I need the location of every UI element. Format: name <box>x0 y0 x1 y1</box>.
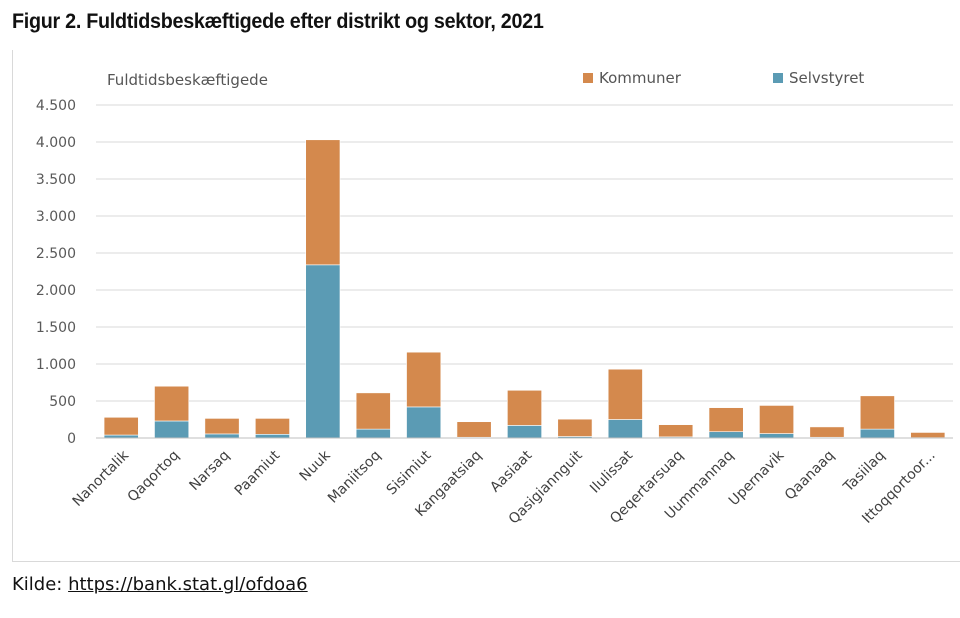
bar-kommuner <box>406 351 442 408</box>
legend-label-selvstyret: Selvstyret <box>789 69 864 87</box>
x-tick-label: Tasiilaq <box>840 448 888 496</box>
bar-kommuner <box>255 418 290 435</box>
bar-selvstyret <box>305 264 341 439</box>
legend-swatch-selvstyret <box>773 73 783 83</box>
y-tick-label: 3.500 <box>36 172 76 188</box>
bar-selvstyret <box>355 428 391 439</box>
bar-selvstyret <box>255 433 290 439</box>
x-tick-label: Sisimiut <box>384 447 435 498</box>
y-axis-label: Fuldtidsbeskæftigede <box>107 71 268 89</box>
legend-swatch-kommuner <box>583 73 593 83</box>
bar-selvstyret <box>759 433 794 439</box>
y-tick-label: 0 <box>67 431 76 447</box>
bar-kommuner <box>355 392 391 430</box>
gridlines <box>96 104 953 402</box>
x-tick-label: Nanortalik <box>70 447 133 510</box>
bar-selvstyret <box>406 406 442 439</box>
y-tick-label: 2.500 <box>36 246 76 262</box>
bar-kommuner <box>305 139 341 266</box>
bar-selvstyret <box>507 425 542 439</box>
bar-kommuner <box>658 424 694 438</box>
bar-kommuner <box>557 418 593 437</box>
x-tick-label: Upernavik <box>726 447 788 509</box>
bars <box>103 139 946 439</box>
stacked-bar-chart: 0 500 1.000 1.500 2.000 2.500 3.000 3.500 4.000 4… <box>36 69 953 528</box>
x-tick-label: Qaanaaq <box>782 448 838 504</box>
legend-label-kommuner: Kommuner <box>599 69 682 87</box>
figure-title: Figur 2. Fuldtidsbeskæftigede efter dist… <box>12 10 544 33</box>
source-link[interactable]: https://bank.stat.gl/ofdoa6 <box>68 574 308 595</box>
x-tick-label: Paamiut <box>232 447 284 499</box>
bar-kommuner <box>507 389 542 426</box>
bar-selvstyret <box>154 420 190 439</box>
x-tick-label: Maniitsoq <box>325 448 384 507</box>
bar-kommuner <box>910 432 946 438</box>
bar-kommuner <box>759 405 794 434</box>
bar-kommuner <box>103 416 139 436</box>
bar-selvstyret <box>708 431 744 439</box>
y-tick-label: 1.500 <box>36 320 76 336</box>
bar-kommuner <box>204 418 240 435</box>
legend: Kommuner Selvstyret <box>583 69 864 87</box>
bar-selvstyret <box>607 419 643 439</box>
bar-kommuner <box>456 421 492 438</box>
y-tick-label: 3.000 <box>36 209 76 225</box>
source-label: Kilde: <box>12 574 69 595</box>
source-line: Kilde: https://bank.stat.gl/ofdoa6 <box>12 574 308 595</box>
x-tick-label: Aasiaat <box>487 447 535 495</box>
x-tick-label: Narsaq <box>186 448 232 494</box>
bar-kommuner <box>607 368 643 420</box>
y-tick-label: 4.000 <box>36 135 76 151</box>
y-tick-label: 4.500 <box>36 98 76 114</box>
bar-selvstyret <box>204 433 240 439</box>
bar-kommuner <box>859 395 895 430</box>
bar-kommuner <box>809 426 845 438</box>
x-tick-label: Qaqortoq <box>125 448 183 506</box>
x-tick-label: Ilulissat <box>587 447 636 496</box>
bar-kommuner <box>154 385 190 422</box>
y-tick-label: 2.000 <box>36 283 76 299</box>
y-tick-label: 1.000 <box>36 357 76 373</box>
bar-kommuner <box>708 407 744 433</box>
chart-frame: 0 500 1.000 1.500 2.000 2.500 3.000 3.500 4.000 4… <box>12 50 960 562</box>
y-tick-label: 500 <box>49 394 76 410</box>
bar-selvstyret <box>859 428 895 439</box>
x-tick-label: Nuuk <box>297 447 335 485</box>
y-axis-ticks: 0 500 1.000 1.500 2.000 2.500 3.000 3.500 4.000 4… <box>36 98 76 447</box>
